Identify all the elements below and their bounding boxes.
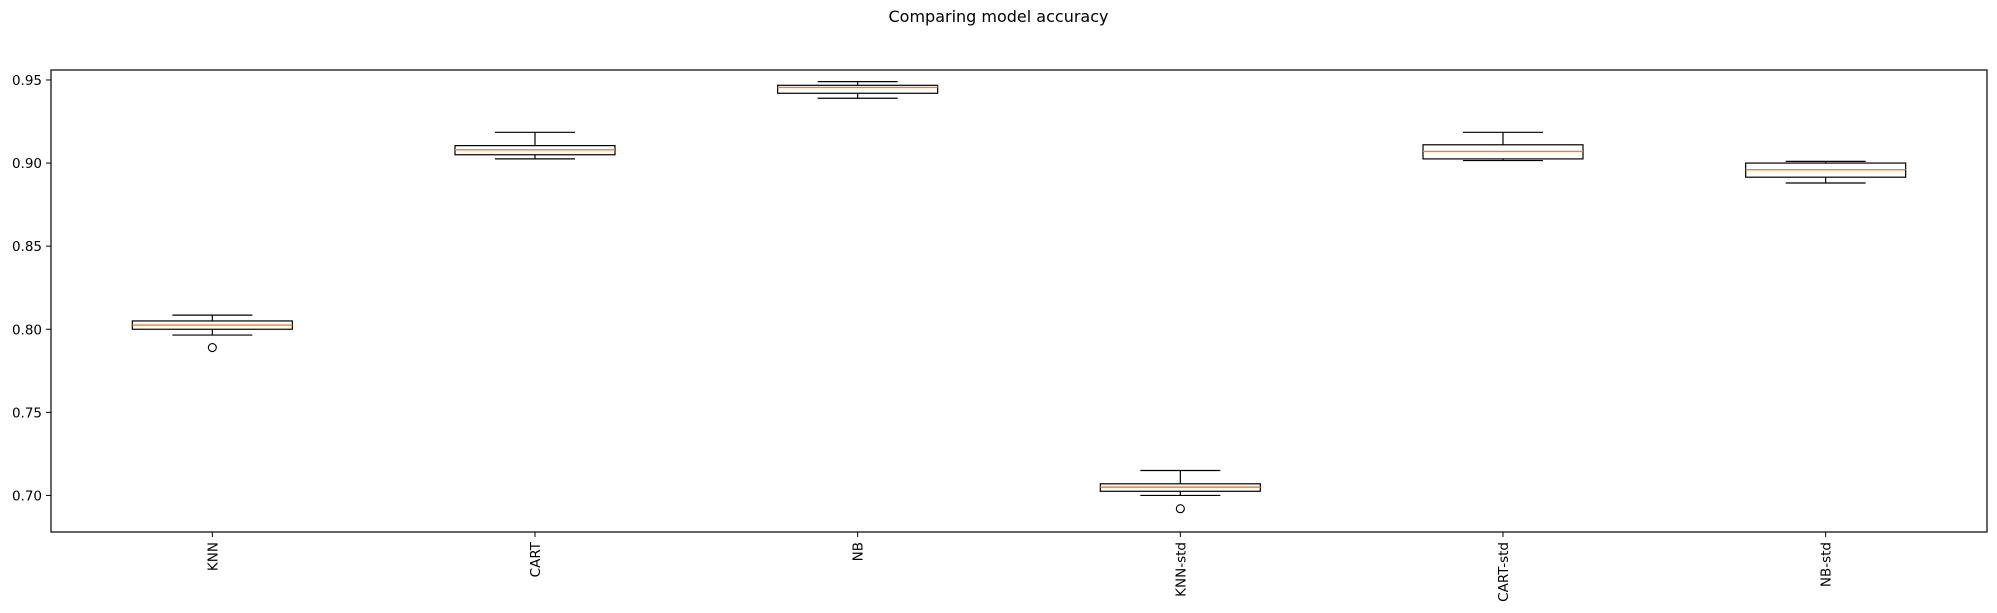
y-tick-label: 0.85 bbox=[12, 239, 42, 255]
y-tick-label: 0.70 bbox=[12, 488, 42, 504]
y-tick-label: 0.75 bbox=[12, 405, 42, 421]
chart-title: Comparing model accuracy bbox=[888, 7, 1109, 26]
x-tick-label-nb-std: NB-std bbox=[1819, 542, 1835, 587]
box-nb bbox=[777, 84, 939, 94]
x-tick-label-nb: NB bbox=[851, 542, 867, 561]
axes-frame bbox=[50, 69, 1988, 533]
y-tick-label: 0.80 bbox=[12, 322, 42, 338]
x-tick-label-cart: CART bbox=[528, 541, 544, 577]
x-tick-label-knn-std: KNN-std bbox=[1173, 542, 1189, 597]
outlier-knn bbox=[207, 342, 217, 353]
y-tick-label: 0.90 bbox=[12, 156, 42, 172]
y-tick-label: 0.95 bbox=[12, 73, 42, 89]
x-tick-label-cart-std: CART-std bbox=[1496, 542, 1512, 602]
plot-area: 0.70 0.75 0.80 0.85 0.90 0.95 KNN CART NB KNN-std… bbox=[12, 69, 1988, 602]
x-tick-label-knn: KNN bbox=[205, 542, 221, 571]
outlier-knn-std bbox=[1175, 504, 1185, 514]
